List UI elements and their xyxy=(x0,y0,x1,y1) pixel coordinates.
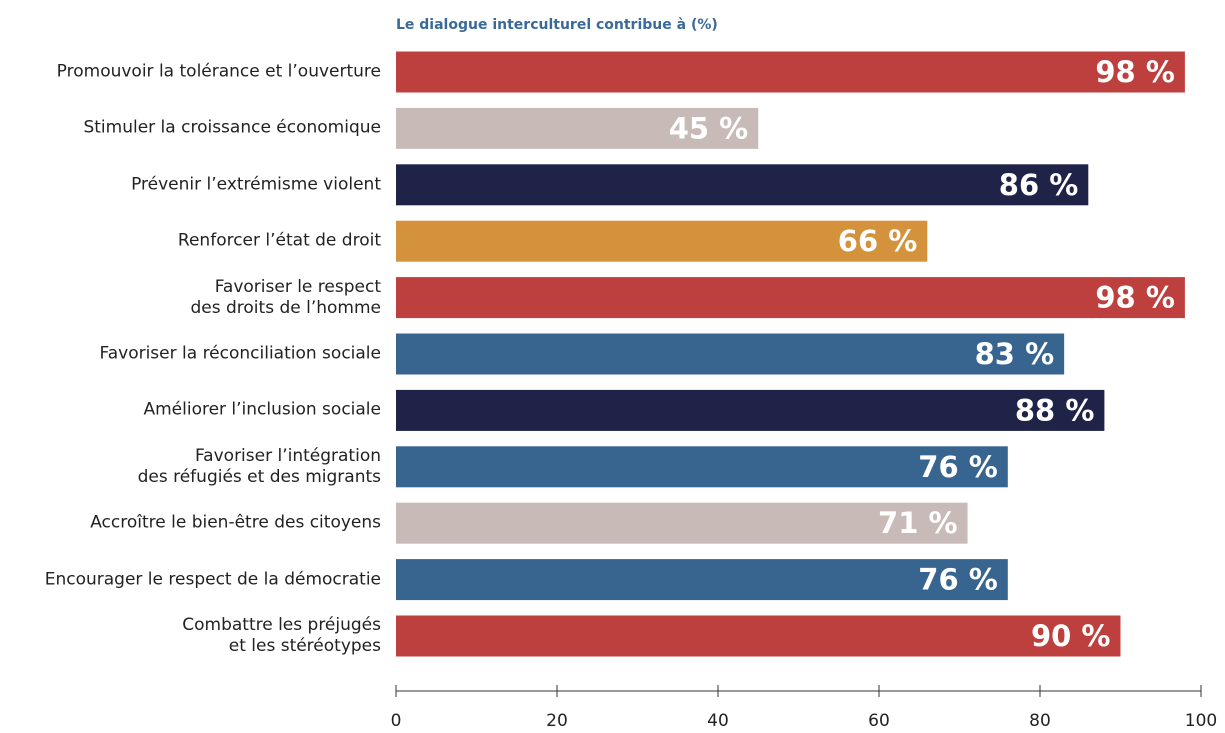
x-tick-label: 0 xyxy=(391,711,402,731)
category-label: Favoriser le respect des droits de l’hom… xyxy=(190,276,381,318)
x-tick-label: 40 xyxy=(707,711,729,731)
bar xyxy=(396,559,1008,601)
bar xyxy=(396,333,1065,375)
x-tick-label: 100 xyxy=(1185,711,1217,731)
value-label: 86 % xyxy=(999,168,1079,202)
bar xyxy=(396,502,968,544)
category-label: Promouvoir la tolérance et l’ouverture xyxy=(56,61,381,82)
x-tick-label: 60 xyxy=(868,711,890,731)
value-label: 83 % xyxy=(975,337,1055,371)
value-label: 98 % xyxy=(1095,281,1175,315)
category-label: Combattre les préjugés et les stéréotype… xyxy=(182,615,381,656)
category-label: Favoriser la réconciliation sociale xyxy=(99,343,382,364)
bar xyxy=(396,164,1089,206)
value-label: 76 % xyxy=(918,450,998,484)
category-label: Améliorer l’inclusion sociale xyxy=(143,399,381,420)
bar xyxy=(396,446,1008,488)
bar xyxy=(396,51,1185,93)
value-label: 66 % xyxy=(838,224,918,258)
bar xyxy=(396,389,1105,431)
bar xyxy=(396,277,1185,319)
chart-title: Le dialogue interculturel contribue à (%… xyxy=(396,17,718,33)
value-label: 98 % xyxy=(1095,55,1175,89)
category-label: Prévenir l’extrémisme violent xyxy=(131,174,381,195)
category-label: Accroître le bien-être des citoyens xyxy=(90,512,381,533)
bar xyxy=(396,615,1121,657)
bar xyxy=(396,107,759,149)
category-label: Stimuler la croissance économique xyxy=(83,117,381,138)
value-label: 45 % xyxy=(669,111,749,145)
x-tick-label: 80 xyxy=(1029,711,1051,731)
value-label: 71 % xyxy=(878,506,958,540)
x-tick-label: 20 xyxy=(546,711,568,731)
category-label: Renforcer l’état de droit xyxy=(177,230,381,251)
value-label: 76 % xyxy=(918,563,998,597)
bar xyxy=(396,220,928,262)
value-label: 88 % xyxy=(1015,393,1095,427)
category-label: Favoriser l’intégration des réfugiés et … xyxy=(137,445,381,487)
value-label: 90 % xyxy=(1031,619,1111,653)
category-label: Encourager le respect de la démocratie xyxy=(44,569,381,590)
